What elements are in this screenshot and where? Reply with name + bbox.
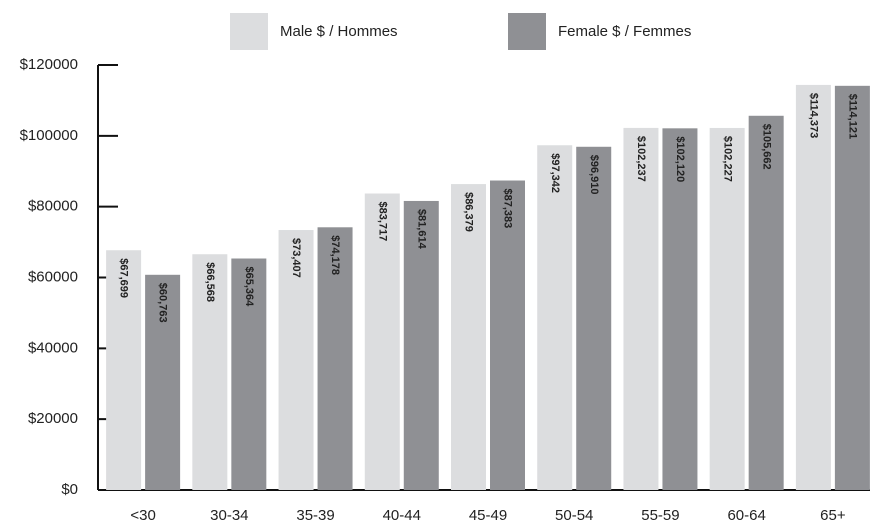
x-tick-label: 45-49 <box>469 507 507 524</box>
value-label: $73,407 <box>290 238 302 278</box>
value-label: $97,342 <box>549 153 561 193</box>
bar <box>576 146 612 490</box>
bar <box>490 180 525 490</box>
value-label: $83,717 <box>376 202 388 242</box>
bar <box>537 145 573 491</box>
bar <box>364 193 400 490</box>
legend-swatch <box>230 13 268 50</box>
x-tick-label: 60-64 <box>727 507 765 524</box>
value-label: $74,178 <box>329 235 341 275</box>
y-tick-label: $120000 <box>20 56 78 73</box>
bar <box>709 127 745 490</box>
value-label: $65,364 <box>243 267 255 308</box>
value-label: $96,910 <box>588 155 600 195</box>
legend-label: Female $ / Femmes <box>558 23 691 40</box>
value-label: $87,383 <box>502 189 514 229</box>
bar <box>192 254 228 490</box>
bar <box>795 84 831 490</box>
bar <box>278 230 314 490</box>
value-label: $81,614 <box>415 209 427 250</box>
bar <box>317 227 353 490</box>
value-label: $86,379 <box>463 192 475 232</box>
x-tick-label: 30-34 <box>210 507 248 524</box>
y-tick-label: $0 <box>61 481 78 498</box>
y-tick-label: $80000 <box>28 198 78 215</box>
bar <box>231 258 267 490</box>
y-tick-label: $20000 <box>28 410 78 427</box>
bar <box>106 250 142 490</box>
legend-swatch <box>508 13 546 50</box>
value-label: $114,373 <box>807 93 819 138</box>
x-tick-label: 65+ <box>820 507 846 524</box>
x-tick-label: 35-39 <box>296 507 334 524</box>
bar <box>748 115 784 490</box>
value-label: $60,763 <box>157 283 169 323</box>
x-tick-label: 50-54 <box>555 507 593 524</box>
value-label: $105,662 <box>760 124 772 170</box>
value-label: $67,699 <box>118 258 130 298</box>
bar <box>623 127 659 491</box>
x-tick-label: <30 <box>130 507 155 524</box>
x-tick-label: 55-59 <box>641 507 679 524</box>
bar <box>662 128 698 490</box>
x-tick-label: 40-44 <box>383 507 421 524</box>
value-label: $102,120 <box>674 136 686 182</box>
value-label: $114,121 <box>846 94 858 139</box>
bar <box>403 200 439 490</box>
y-tick-label: $100000 <box>20 127 78 144</box>
y-tick-label: $60000 <box>28 268 78 285</box>
bar <box>451 184 486 490</box>
legend-label: Male $ / Hommes <box>280 23 398 40</box>
value-label: $102,227 <box>721 136 733 182</box>
y-tick-label: $40000 <box>28 339 78 356</box>
bar <box>834 85 870 490</box>
bar <box>145 274 181 490</box>
value-label: $66,568 <box>204 262 216 302</box>
value-label: $102,237 <box>635 136 647 182</box>
